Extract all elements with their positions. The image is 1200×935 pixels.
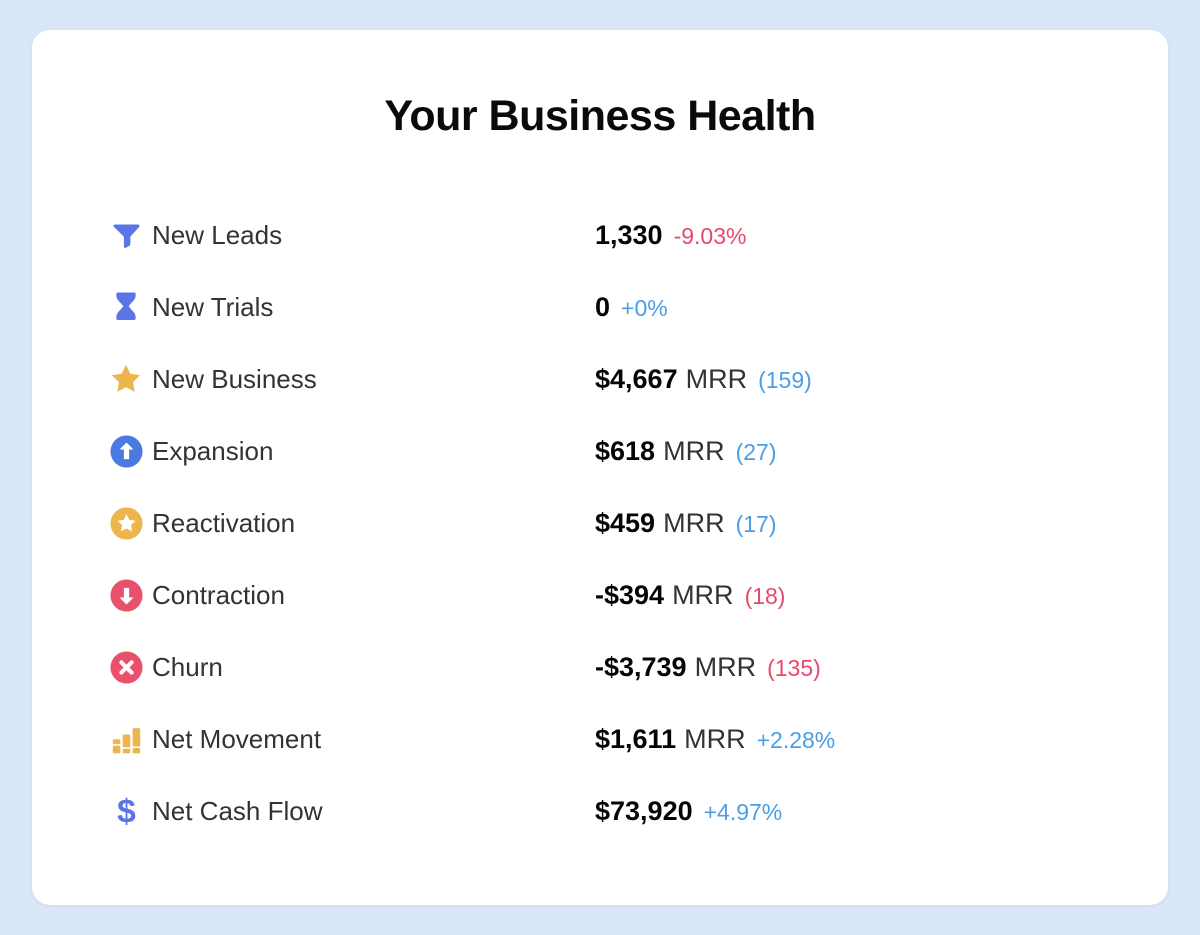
metric-change: +2.28% xyxy=(756,726,836,753)
arrow-down-circle-icon xyxy=(108,577,144,613)
metric-row[interactable]: Net Movement $1,611 MRR +2.28% xyxy=(108,703,1168,775)
metric-value: $618 xyxy=(595,435,656,466)
metric-row[interactable]: New Leads 1,330 -9.03% xyxy=(108,199,1168,271)
metric-value-group: $4,667 MRR (159) xyxy=(595,364,812,395)
metric-value: 0 xyxy=(595,291,611,322)
metric-label: Churn xyxy=(152,651,223,682)
dollar-icon: $ xyxy=(108,793,144,829)
metric-value: $1,611 xyxy=(595,723,677,754)
metric-value-group: 0 +0% xyxy=(595,292,668,323)
metric-row[interactable]: Expansion $618 MRR (27) xyxy=(108,415,1168,487)
hourglass-icon xyxy=(108,289,144,325)
metric-unit: MRR xyxy=(672,579,734,610)
metric-row[interactable]: Contraction -$394 MRR (18) xyxy=(108,559,1168,631)
metric-value-group: -$394 MRR (18) xyxy=(595,580,785,611)
metric-value: $459 xyxy=(595,507,656,538)
metric-row[interactable]: Churn -$3,739 MRR (135) xyxy=(108,631,1168,703)
metric-unit: MRR xyxy=(663,507,725,538)
metric-value-group: $73,920 +4.97% xyxy=(595,796,782,827)
metric-label: New Leads xyxy=(152,219,283,250)
star-icon xyxy=(108,361,144,397)
x-circle-icon xyxy=(108,649,144,685)
bar-chart-icon xyxy=(108,721,144,757)
metric-value: $73,920 xyxy=(595,795,693,826)
metric-change: (159) xyxy=(758,366,812,393)
metric-label: New Business xyxy=(152,363,317,394)
metric-change: -9.03% xyxy=(673,222,747,249)
metric-value: -$394 xyxy=(595,579,665,610)
metric-label: Reactivation xyxy=(152,507,296,538)
metric-change: (27) xyxy=(735,438,777,465)
business-health-card: Your Business Health New Leads 1,330 -9.… xyxy=(32,30,1168,905)
metric-value: 1,330 xyxy=(595,219,663,250)
funnel-icon xyxy=(108,217,144,253)
metrics-list: New Leads 1,330 -9.03% New Trials 0 +0% … xyxy=(32,199,1168,847)
metric-value: $4,667 xyxy=(595,363,678,394)
metric-row[interactable]: New Business $4,667 MRR (159) xyxy=(108,343,1168,415)
metric-change: (135) xyxy=(767,654,821,681)
metric-change: (17) xyxy=(735,510,777,537)
metric-unit: MRR xyxy=(685,363,748,394)
metric-value-group: $1,611 MRR +2.28% xyxy=(595,724,835,755)
metric-unit: MRR xyxy=(684,723,746,754)
metric-unit: MRR xyxy=(663,435,725,466)
metric-value-group: $618 MRR (27) xyxy=(595,436,776,467)
star-circle-icon xyxy=(108,505,144,541)
metric-change: +0% xyxy=(621,294,668,321)
metric-label: Net Movement xyxy=(152,723,322,754)
page-title: Your Business Health xyxy=(384,92,816,140)
metric-label: Net Cash Flow xyxy=(152,795,323,826)
metric-label: Contraction xyxy=(152,579,285,610)
metric-value-group: -$3,739 MRR (135) xyxy=(595,652,821,683)
metric-value: -$3,739 xyxy=(595,651,687,682)
metric-label: New Trials xyxy=(152,291,274,322)
metric-change: (18) xyxy=(744,582,786,609)
metric-row[interactable]: New Trials 0 +0% xyxy=(108,271,1168,343)
svg-text:$: $ xyxy=(117,794,136,829)
metric-value-group: $459 MRR (17) xyxy=(595,508,776,539)
metric-row[interactable]: $ Net Cash Flow $73,920 +4.97% xyxy=(108,775,1168,847)
arrow-up-circle-icon xyxy=(108,433,144,469)
metric-unit: MRR xyxy=(694,651,757,682)
metric-label: Expansion xyxy=(152,435,274,466)
metric-value-group: 1,330 -9.03% xyxy=(595,220,746,251)
metric-row[interactable]: Reactivation $459 MRR (17) xyxy=(108,487,1168,559)
metric-change: +4.97% xyxy=(703,798,783,825)
